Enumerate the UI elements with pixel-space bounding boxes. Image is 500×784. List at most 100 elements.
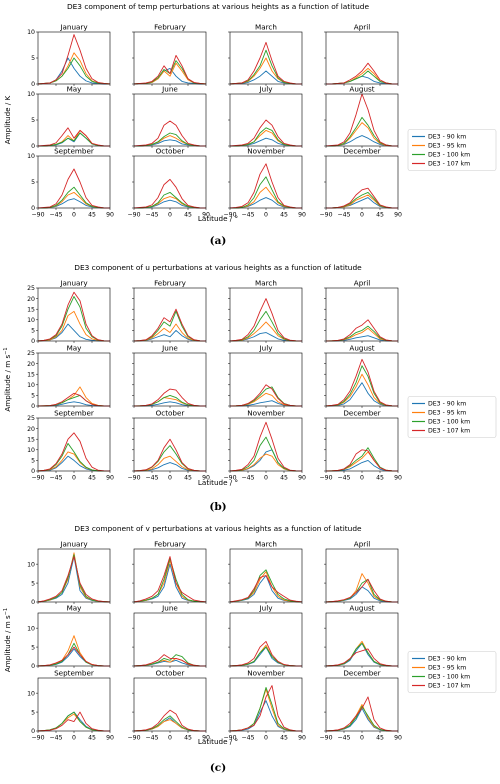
series-line-3107km [326, 62, 398, 85]
x-tick-label: 0 [360, 475, 364, 482]
series-line-3107km [37, 646, 110, 667]
legend-box [407, 129, 497, 171]
series-line-3107km [133, 438, 206, 472]
x-tick-label: 45 [280, 475, 288, 482]
x-tick-label: 90 [202, 735, 210, 742]
subplot-june: June [132, 85, 207, 148]
series-line-3100km [229, 569, 303, 603]
y-tick-label: 15 [27, 371, 35, 378]
month-title: January [59, 23, 88, 32]
axes-frame [37, 612, 111, 667]
month-title: December [343, 669, 380, 678]
axes-frame [133, 287, 207, 342]
subplot-january: January 0 5 10 [27, 540, 111, 606]
series-line-3107km [325, 696, 398, 732]
x-tick-label: −90 [31, 475, 44, 482]
y-tick-label: 5 [31, 709, 35, 716]
x-tick-label: 0 [264, 475, 268, 482]
series-line-3107km [229, 685, 302, 732]
y-tick-label: 10 [27, 561, 35, 568]
legend: DE3 - 90 km DE3 - 95 km DE3 - 100 km DE3 - … [407, 651, 497, 693]
x-tick-label: −90 [223, 212, 236, 219]
x-tick-label: 0 [168, 212, 172, 219]
series-line-395km [37, 451, 110, 472]
series-line-395km [325, 640, 398, 667]
x-tick-label: 0 [264, 735, 268, 742]
series-line-3100km [230, 127, 302, 147]
x-tick-label: 0 [72, 212, 76, 219]
panel-caption: (b) [209, 501, 226, 513]
x-tick-label: −90 [127, 475, 140, 482]
axes-frame [229, 352, 303, 407]
subplot-june: June [132, 604, 207, 668]
series-line-3100km [325, 578, 398, 603]
subplot-may: May 0 5 10 15 20 25 [27, 344, 111, 410]
series-line-395km [229, 392, 302, 407]
series-line-3107km [325, 578, 398, 603]
subplot-october: October −90 −45 0 45 90 [127, 409, 210, 482]
y-tick-label: 5 [31, 458, 35, 465]
x-tick-label: 90 [298, 212, 306, 219]
month-title: January [59, 279, 88, 288]
y-axis-label-text: Amplitude / K [3, 95, 12, 144]
legend-box [407, 651, 497, 693]
subplot-february: February [132, 540, 207, 604]
legend-entry: DE3 - 107 km [428, 161, 470, 168]
axes-frame [325, 352, 399, 407]
y-tick-label: 10 [27, 690, 35, 697]
y-tick-label: 10 [27, 91, 35, 98]
axes-frame [37, 352, 111, 407]
series-line-3107km [229, 384, 302, 407]
series-line-3107km [326, 187, 398, 209]
x-tick-label: 0 [72, 735, 76, 742]
legend-entry: DE3 - 90 km [428, 656, 466, 663]
x-tick-label: −90 [127, 212, 140, 219]
axes-frame [37, 155, 111, 209]
series-line-3107km [133, 709, 206, 732]
subplot-september: September −90 −45 0 45 90 0 5 10 15 20 25 [27, 409, 114, 482]
x-tick-label: 90 [394, 475, 402, 482]
series-line-3100km [37, 296, 111, 342]
y-tick-label: 10 [27, 382, 35, 389]
x-tick-label: 45 [376, 475, 384, 482]
y-axis-label-text: Amplitude / m s [3, 355, 12, 412]
x-tick-label: 0 [360, 212, 364, 219]
y-tick-label: 0 [31, 338, 35, 345]
x-tick-label: −45 [145, 735, 158, 742]
month-title: May [67, 344, 83, 353]
series-line-395km [37, 386, 110, 407]
axes-frame [37, 287, 111, 342]
x-tick-label: −45 [337, 735, 350, 742]
x-tick-label: −90 [31, 735, 44, 742]
panel-caption: (a) [210, 235, 227, 247]
series-line-3100km [37, 442, 110, 472]
series-line-3100km [325, 365, 399, 407]
month-title: June [161, 85, 178, 94]
month-title: July [259, 85, 274, 94]
series-line-3107km [133, 308, 207, 342]
x-tick-label: −45 [241, 212, 254, 219]
subplot-january: January 0 5 10 15 20 25 [27, 279, 111, 345]
series-line-3107km [37, 34, 111, 85]
subplot-august: August [324, 604, 399, 668]
series-line-3107km [133, 654, 206, 667]
y-axis-label: Amplitude / K [3, 95, 12, 144]
series-line-3100km [133, 654, 206, 667]
x-tick-label: 0 [264, 212, 268, 219]
subplot-may: May 0 5 10 [27, 85, 111, 150]
x-tick-label: −90 [31, 212, 44, 219]
series-line-395km [229, 321, 302, 342]
subplot-april: April [324, 23, 399, 86]
panel-title: DE3 component of v perturbations at vari… [74, 524, 362, 533]
subplot-march: March [228, 540, 303, 604]
series-line-390km [38, 132, 110, 147]
series-line-390km [229, 70, 302, 85]
x-tick-label: 45 [184, 475, 192, 482]
series-line-390km [325, 382, 398, 407]
x-tick-label: 90 [298, 735, 306, 742]
series-line-3107km [133, 54, 207, 85]
x-tick-label: 45 [88, 735, 96, 742]
x-tick-label: 45 [184, 212, 192, 219]
series-line-395km [134, 135, 206, 147]
series-line-3100km [133, 445, 206, 472]
